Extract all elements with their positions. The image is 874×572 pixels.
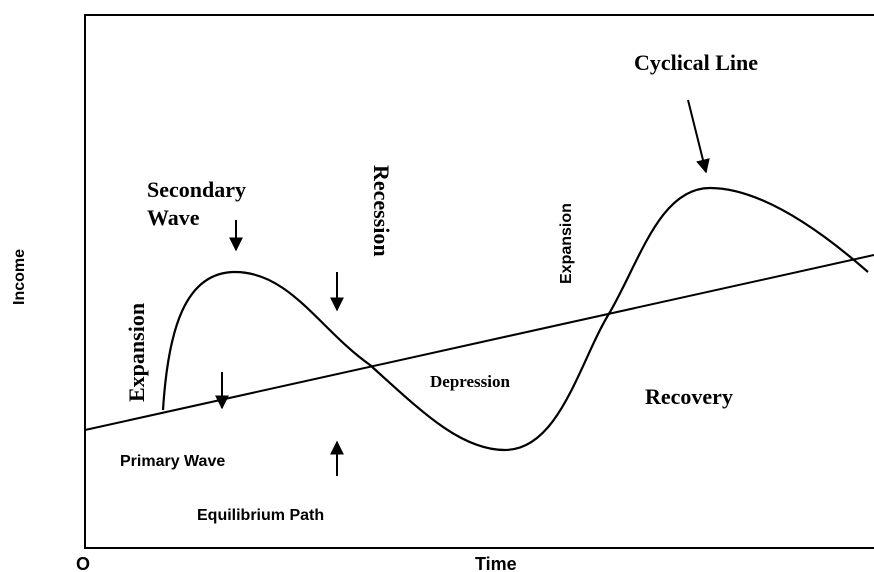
cyclical-curve xyxy=(161,186,869,452)
arrow xyxy=(687,99,710,174)
label: Expansion xyxy=(124,303,149,402)
label: Primary Wave xyxy=(120,453,225,470)
label: Wave xyxy=(147,205,200,230)
label: Cyclical Line xyxy=(634,50,758,75)
frame xyxy=(84,14,874,549)
y-axis-label: Income xyxy=(11,249,28,305)
label: Expansion xyxy=(558,203,575,284)
label: Equilibrium Path xyxy=(197,507,324,524)
label: Recession xyxy=(369,165,394,257)
x-axis-label: Time xyxy=(475,554,517,572)
label: Depression xyxy=(430,372,511,391)
origin-label: O xyxy=(76,554,90,572)
label: Recovery xyxy=(645,384,733,409)
label: Secondary xyxy=(147,177,246,202)
